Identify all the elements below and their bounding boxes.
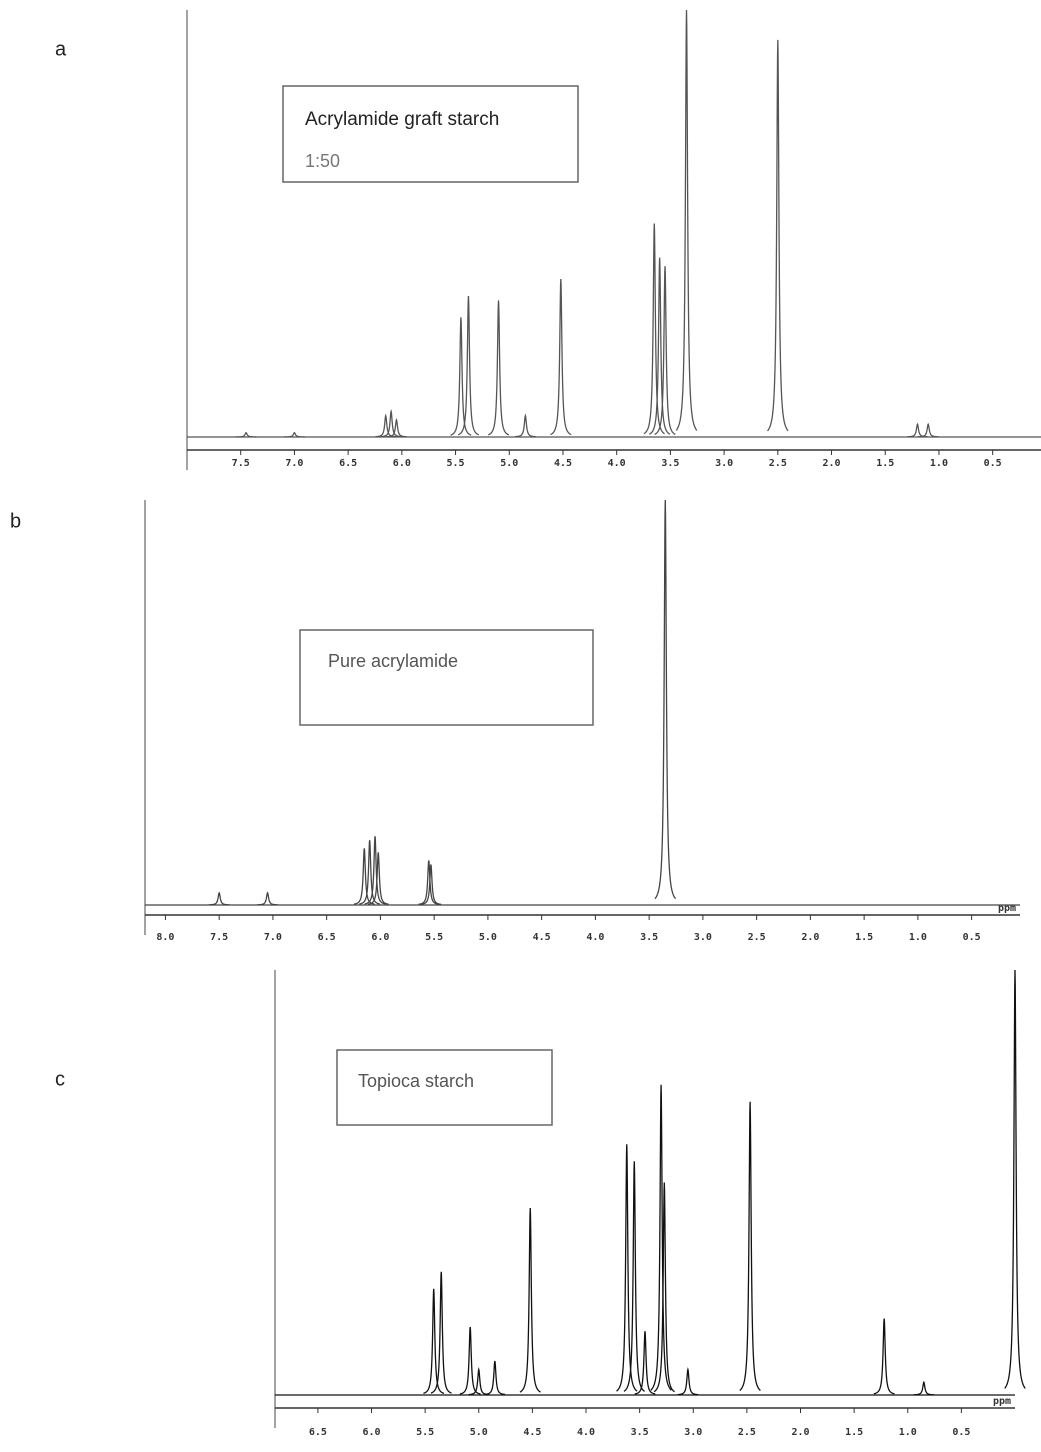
peak <box>421 865 442 905</box>
peak <box>257 893 278 905</box>
x-tick-label: 6.0 <box>371 932 389 943</box>
x-tick-label: 2.0 <box>801 932 819 943</box>
peak <box>740 1102 761 1391</box>
panel-label: a <box>55 38 67 60</box>
peak <box>1005 970 1026 1388</box>
peak <box>551 279 572 435</box>
x-tick-label: 2.0 <box>822 458 840 469</box>
x-tick-label: 3.0 <box>715 458 733 469</box>
x-tick-label: 4.5 <box>533 932 551 943</box>
x-tick-label: 7.0 <box>285 458 303 469</box>
peak <box>515 416 536 437</box>
peak <box>914 1382 935 1395</box>
x-tick-label: 5.5 <box>447 458 465 469</box>
peak <box>655 500 676 899</box>
x-tick-label: 7.5 <box>210 932 228 943</box>
x-tick-label: 6.5 <box>339 458 357 469</box>
peak <box>458 296 479 435</box>
x-tick-label: 1.5 <box>876 458 894 469</box>
x-axis-label: ppm <box>993 1396 1011 1407</box>
x-tick-label: 5.0 <box>500 458 518 469</box>
peak <box>678 1370 699 1395</box>
x-tick-label: 4.0 <box>608 458 626 469</box>
legend-box <box>300 630 593 725</box>
x-tick-label: 7.0 <box>264 932 282 943</box>
panel-label: b <box>10 510 21 532</box>
x-tick-label: 3.0 <box>684 1427 702 1438</box>
x-tick-label: 3.5 <box>640 932 658 943</box>
peak <box>676 10 697 430</box>
x-tick-label: 1.5 <box>845 1427 863 1438</box>
x-tick-label: 2.5 <box>769 458 787 469</box>
x-tick-label: 5.0 <box>479 932 497 943</box>
box-title: Pure acrylamide <box>328 651 458 671</box>
x-tick-label: 4.5 <box>554 458 572 469</box>
peak <box>520 1208 541 1392</box>
box-subtitle: 1:50 <box>305 151 340 171</box>
x-tick-label: 7.5 <box>232 458 250 469</box>
x-tick-label: 3.5 <box>661 458 679 469</box>
x-tick-label: 8.0 <box>156 932 174 943</box>
x-tick-label: 1.5 <box>855 932 873 943</box>
x-axis-label: ppm <box>998 903 1016 914</box>
x-tick-label: 2.5 <box>748 932 766 943</box>
peak <box>485 1361 506 1394</box>
x-tick-label: 2.5 <box>738 1427 756 1438</box>
x-tick-label: 1.0 <box>930 458 948 469</box>
x-tick-label: 6.5 <box>309 1427 327 1438</box>
x-tick-label: 4.0 <box>586 932 604 943</box>
x-tick-label: 1.0 <box>909 932 927 943</box>
x-tick-label: 5.5 <box>425 932 443 943</box>
x-tick-label: 0.5 <box>984 458 1002 469</box>
x-tick-label: 4.0 <box>577 1427 595 1438</box>
x-tick-label: 1.0 <box>899 1427 917 1438</box>
figure: a b c Acrylamide graft starch 1:50 Pure … <box>0 0 1041 1452</box>
x-tick-label: 3.0 <box>694 932 712 943</box>
x-tick-label: 5.0 <box>470 1427 488 1438</box>
peak <box>488 300 509 435</box>
peak <box>284 433 305 437</box>
x-tick-label: 0.5 <box>952 1427 970 1438</box>
box-title: Topioca starch <box>358 1071 474 1091</box>
x-tick-label: 4.5 <box>523 1427 541 1438</box>
x-tick-label: 5.5 <box>416 1427 434 1438</box>
box-title: Acrylamide graft starch <box>305 109 499 130</box>
x-tick-label: 6.5 <box>318 932 336 943</box>
peak <box>644 224 665 434</box>
peak <box>236 433 257 437</box>
peak <box>209 893 230 905</box>
x-tick-label: 2.0 <box>791 1427 809 1438</box>
x-tick-label: 0.5 <box>963 932 981 943</box>
peak <box>874 1319 895 1394</box>
x-tick-label: 6.0 <box>362 1427 380 1438</box>
x-tick-label: 3.5 <box>631 1427 649 1438</box>
panel-label: c <box>55 1068 65 1090</box>
x-tick-label: 6.0 <box>393 458 411 469</box>
peak <box>768 40 789 431</box>
peak <box>651 1085 672 1390</box>
